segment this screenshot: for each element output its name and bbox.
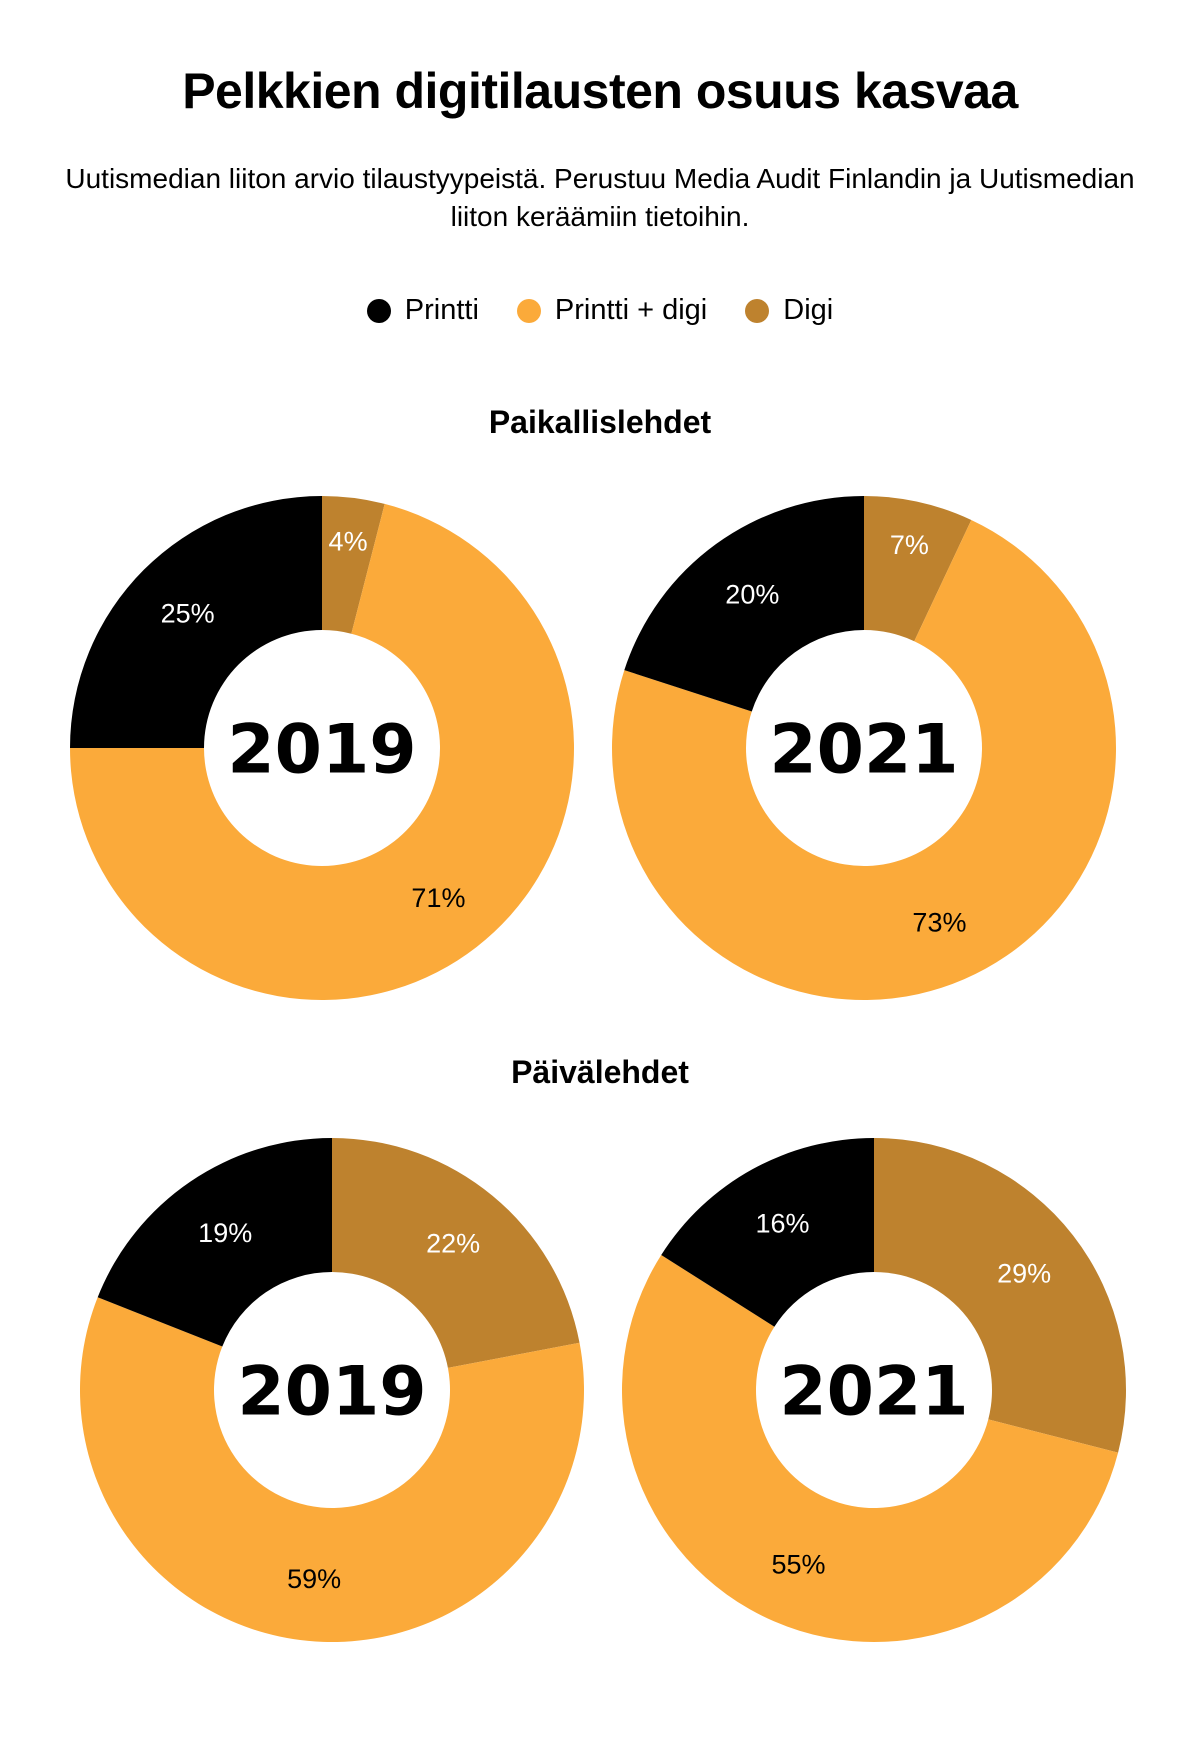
data-label-printti-digi: 71% bbox=[411, 883, 465, 913]
donut-slice-printti-digi bbox=[79, 1297, 584, 1643]
chart-subtitle: Uutismedian liiton arvio tilaustyypeistä… bbox=[65, 163, 1135, 232]
legend-item-digi: Digi bbox=[745, 294, 833, 327]
donut-slice-digi bbox=[874, 1138, 1126, 1453]
donut-slice-printti bbox=[661, 1138, 874, 1327]
section-title-paivalehdet: Päivälehdet bbox=[511, 1054, 689, 1090]
legend-label-digi: Digi bbox=[783, 294, 834, 326]
data-label-printti-digi: 73% bbox=[912, 907, 966, 937]
donut-slice-digi bbox=[864, 496, 972, 642]
data-label-printti-digi: 55% bbox=[772, 1549, 826, 1579]
data-label-printti-digi: 59% bbox=[287, 1564, 341, 1594]
donut-slice-printti-digi bbox=[622, 1254, 1119, 1642]
legend-item-printti: Printti bbox=[366, 294, 479, 327]
legend: Printti Printti + digi Digi bbox=[0, 294, 1200, 327]
donut-slice-printti bbox=[70, 496, 322, 748]
legend-item-printti-digi: Printti + digi bbox=[516, 294, 708, 327]
data-label-printti: 20% bbox=[725, 579, 779, 609]
data-label-digi: 22% bbox=[426, 1229, 480, 1259]
donut-chart-paikallislehdet-2021: 7% 73% 20% 2021 bbox=[612, 496, 1116, 1000]
section-title-paikallislehdet: Paikallislehdet bbox=[488, 404, 712, 440]
donut-slice-printti bbox=[97, 1138, 333, 1347]
donut-slice-printti-digi bbox=[612, 519, 1116, 1000]
legend-swatch-printti-digi bbox=[516, 298, 541, 323]
data-label-printti: 16% bbox=[755, 1209, 809, 1239]
donut-chart-paivalehdet-2019: 22% 59% 19% 2019 bbox=[79, 1138, 584, 1643]
chart-title: Pelkkien digitilausten osuus kasvaa bbox=[182, 63, 1018, 119]
center-year-label: 2019 bbox=[227, 711, 416, 790]
data-label-digi: 29% bbox=[997, 1259, 1051, 1289]
data-label-printti: 19% bbox=[198, 1218, 252, 1248]
legend-label-printti: Printti bbox=[404, 294, 479, 326]
donut-slice-digi bbox=[322, 496, 385, 634]
data-label-printti: 25% bbox=[161, 599, 215, 629]
donut-slice-printti-digi bbox=[70, 503, 574, 1000]
center-year-label: 2019 bbox=[237, 1353, 426, 1432]
center-year-label: 2021 bbox=[779, 1353, 968, 1432]
donut-chart-paivalehdet-2021: 29% 55% 16% 2021 bbox=[622, 1138, 1126, 1642]
data-label-digi: 7% bbox=[890, 530, 929, 560]
legend-swatch-printti bbox=[366, 298, 391, 323]
center-year-label: 2021 bbox=[769, 711, 958, 790]
donut-chart-paikallislehdet-2019: 4% 71% 25% 2019 bbox=[70, 496, 574, 1000]
data-label-digi: 4% bbox=[329, 527, 368, 557]
donut-slice-digi bbox=[332, 1138, 580, 1368]
donut-slice-printti bbox=[624, 496, 864, 712]
legend-label-printti-digi: Printti + digi bbox=[554, 294, 708, 326]
legend-swatch-digi bbox=[745, 298, 770, 323]
